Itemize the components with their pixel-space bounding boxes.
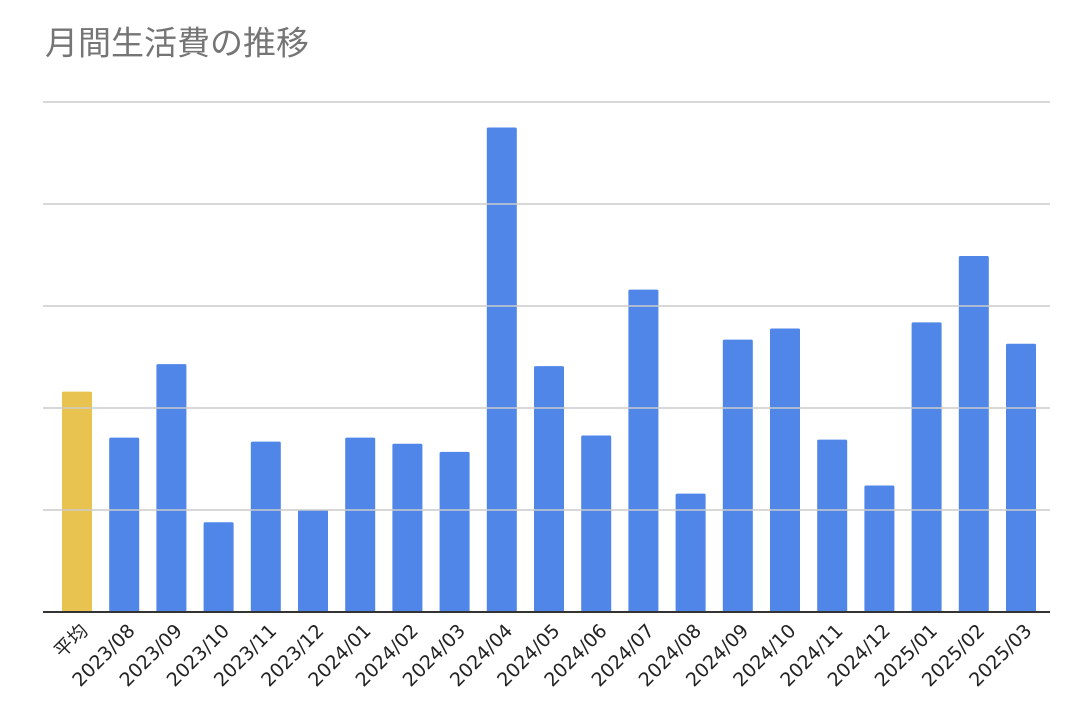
bar <box>770 328 800 612</box>
bar <box>156 364 187 612</box>
bar <box>864 485 895 612</box>
bar <box>1006 343 1036 612</box>
bar <box>628 289 659 612</box>
bar <box>439 451 470 612</box>
bar <box>911 322 942 612</box>
bar <box>392 443 423 612</box>
bar <box>722 339 753 612</box>
bar <box>345 437 376 612</box>
bar <box>203 522 234 612</box>
bar <box>486 127 517 612</box>
bar <box>298 510 328 612</box>
bar <box>250 441 281 612</box>
chart-title: 月間生活費の推移 <box>45 24 309 63</box>
bar <box>62 391 92 612</box>
bar <box>109 437 140 612</box>
bar <box>675 493 706 612</box>
bar <box>958 256 989 612</box>
bar <box>581 435 612 612</box>
bar <box>817 439 848 612</box>
bar <box>534 366 564 612</box>
